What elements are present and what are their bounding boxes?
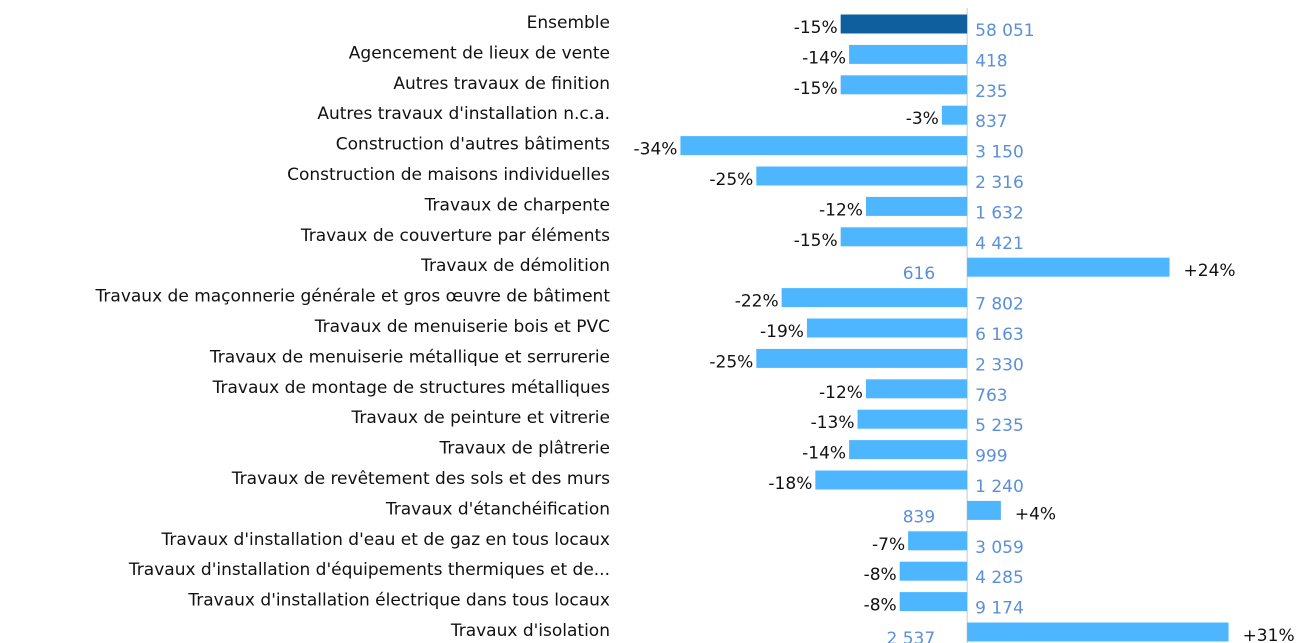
bar (806, 318, 968, 338)
value-label: +31% (1243, 626, 1295, 643)
bar (815, 470, 968, 490)
category-label: Travaux d'installation électrique dans t… (187, 591, 610, 611)
count-label: 9 174 (975, 599, 1024, 619)
category-label: Autres travaux de finition (393, 74, 610, 94)
count-label: 58 051 (975, 21, 1034, 41)
count-label: 1 632 (975, 203, 1024, 223)
category-label: Agencement de lieux de vente (349, 43, 610, 63)
count-label: 418 (975, 51, 1007, 71)
count-label: 1 240 (975, 477, 1024, 497)
category-label: Travaux de plâtrerie (438, 439, 610, 459)
category-label: Travaux de charpente (424, 195, 610, 215)
bar (899, 592, 968, 612)
value-label: -3% (906, 109, 939, 129)
category-label: Travaux de menuiserie métallique et serr… (209, 347, 610, 367)
bar (967, 622, 1229, 642)
value-label: +24% (1184, 261, 1236, 281)
value-label: -13% (811, 413, 855, 433)
value-label: -18% (768, 474, 812, 494)
bar (899, 561, 968, 581)
bar (849, 440, 968, 460)
bar (781, 288, 968, 308)
count-label: 7 802 (975, 295, 1024, 315)
value-label: -25% (709, 352, 753, 372)
bar (941, 105, 968, 125)
bar (865, 379, 968, 399)
count-label: 2 316 (975, 173, 1024, 193)
bar (840, 14, 968, 34)
category-label: Travaux de couverture par éléments (300, 226, 610, 246)
category-label: Travaux d'installation d'équipements the… (128, 560, 610, 580)
value-label: -15% (794, 231, 838, 251)
category-label: Construction de maisons individuelles (287, 165, 610, 185)
value-label: +4% (1015, 504, 1056, 524)
count-label: 4 421 (975, 234, 1024, 254)
count-label: 3 150 (975, 143, 1024, 163)
bar (840, 75, 968, 95)
bar (967, 500, 1001, 520)
count-label: 839 (903, 507, 935, 527)
count-label: 999 (975, 447, 1007, 467)
value-label: -12% (819, 383, 863, 403)
count-label: 2 537 (886, 629, 935, 643)
bar (849, 44, 968, 64)
value-label: -14% (802, 444, 846, 464)
value-label: -25% (709, 170, 753, 190)
category-label: Travaux de maçonnerie générale et gros œ… (95, 287, 611, 307)
category-label: Travaux d'installation d'eau et de gaz e… (161, 530, 610, 550)
value-label: -15% (794, 18, 838, 38)
count-label: 6 163 (975, 325, 1024, 345)
value-label: -14% (802, 48, 846, 68)
count-label: 837 (975, 112, 1007, 132)
bar (840, 227, 968, 247)
category-label: Travaux de peinture et vitrerie (350, 408, 610, 428)
bar (865, 196, 968, 216)
category-label: Travaux de démolition (420, 256, 610, 276)
count-label: 4 285 (975, 568, 1024, 588)
category-label: Ensemble (527, 13, 610, 33)
bar (908, 531, 968, 551)
count-label: 2 330 (975, 355, 1024, 375)
value-label: -22% (735, 292, 779, 312)
count-label: 763 (975, 386, 1007, 406)
category-label: Travaux de menuiserie bois et PVC (314, 317, 610, 337)
bar (756, 348, 968, 368)
category-label: Travaux de montage de structures métalli… (212, 378, 610, 398)
bar (967, 257, 1170, 277)
value-label: -15% (794, 79, 838, 99)
count-label: 3 059 (975, 538, 1024, 558)
category-label: Travaux d'isolation (450, 621, 610, 641)
category-label: Travaux de revêtement des sols et des mu… (231, 469, 610, 489)
value-label: -8% (864, 565, 897, 585)
value-label: -7% (872, 535, 905, 555)
count-label: 616 (903, 264, 935, 284)
bar (680, 136, 968, 156)
bar (857, 409, 968, 429)
count-label: 5 235 (975, 416, 1024, 436)
bar (756, 166, 968, 186)
value-label: -8% (864, 596, 897, 616)
category-label: Autres travaux d'installation n.c.a. (317, 104, 610, 124)
value-label: -12% (819, 200, 863, 220)
category-label: Construction d'autres bâtiments (336, 135, 610, 155)
value-label: -19% (760, 322, 804, 342)
value-label: -34% (634, 140, 678, 160)
category-label: Travaux d'étanchéification (385, 499, 610, 519)
count-label: 235 (975, 82, 1007, 102)
